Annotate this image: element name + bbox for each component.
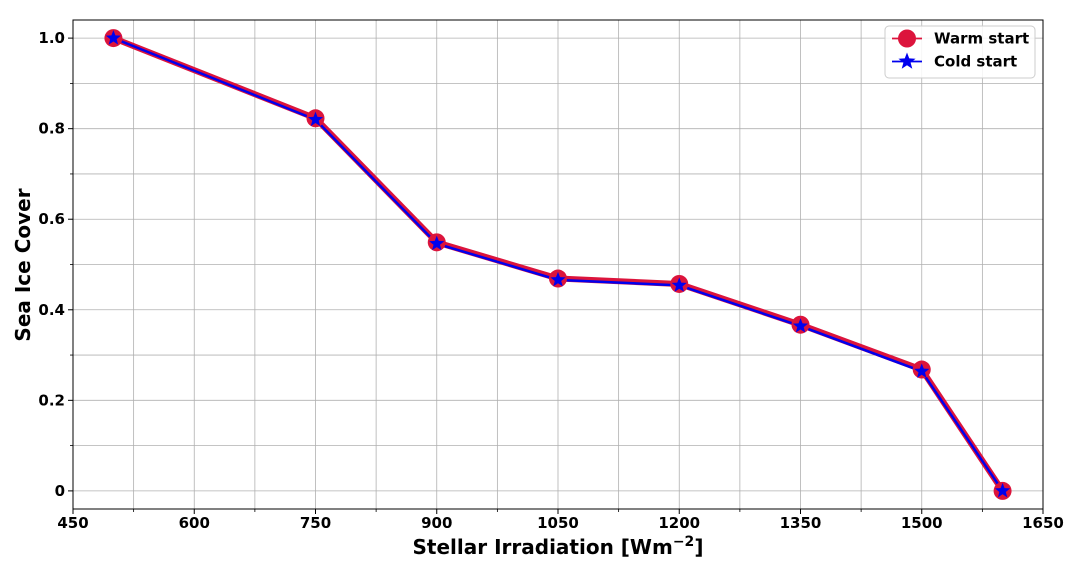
data-point-cold-start <box>914 363 930 378</box>
series-layer <box>104 29 1012 500</box>
x-axis-label-main: Stellar Irradiation [Wm <box>413 535 673 559</box>
data-point-cold-start <box>994 482 1011 498</box>
y-axis-label: Sea Ice Cover <box>11 188 35 341</box>
data-point-cold-start <box>671 277 687 292</box>
x-tick-label: 1200 <box>658 514 700 532</box>
y-tick-label: 0.8 <box>38 120 65 138</box>
data-point-cold-start <box>429 235 445 251</box>
x-axis-label: Stellar Irradiation [Wm−2] <box>413 534 704 559</box>
y-tick-label: 1.0 <box>38 29 65 47</box>
x-tick-label: 1650 <box>1022 514 1064 532</box>
x-tick-label: 600 <box>179 514 210 532</box>
legend-entry: Cold start <box>892 52 1017 71</box>
x-tick-label: 450 <box>57 514 88 532</box>
legend: Warm start Cold start <box>884 25 1036 79</box>
data-point-cold-start <box>105 30 122 45</box>
y-tick-label: 0.4 <box>38 301 65 319</box>
x-tick-label: 750 <box>300 514 331 532</box>
x-tick-label: 900 <box>421 514 452 532</box>
data-point-cold-start <box>550 271 566 287</box>
grid <box>72 20 1044 509</box>
x-axis-label-superscript: −2 <box>673 534 694 550</box>
legend-label: Cold start <box>934 53 1017 71</box>
legend-box <box>884 25 1036 79</box>
y-tick-label: 0.2 <box>38 391 65 409</box>
data-point-cold-start <box>792 318 809 333</box>
x-tick-label: 1500 <box>901 514 943 532</box>
legend-circle-marker <box>898 29 916 48</box>
x-axis-label-end: ] <box>694 535 703 559</box>
y-tick-label: 0.6 <box>38 210 65 228</box>
legend-label: Warm start <box>934 30 1029 48</box>
x-tick-label: 1350 <box>780 514 822 532</box>
data-point-cold-start <box>307 111 324 127</box>
axis-ticks: 450 600 750 900 1050 1200 1350 1500 1650 0 0.2 0.4 0… <box>38 29 1063 532</box>
series-line-cold-start <box>112 36 1004 492</box>
legend-star-marker <box>898 52 916 69</box>
legend-entry: Warm start <box>892 29 1029 48</box>
y-tick-label: 0 <box>55 482 65 500</box>
x-tick-label: 1050 <box>537 514 579 532</box>
